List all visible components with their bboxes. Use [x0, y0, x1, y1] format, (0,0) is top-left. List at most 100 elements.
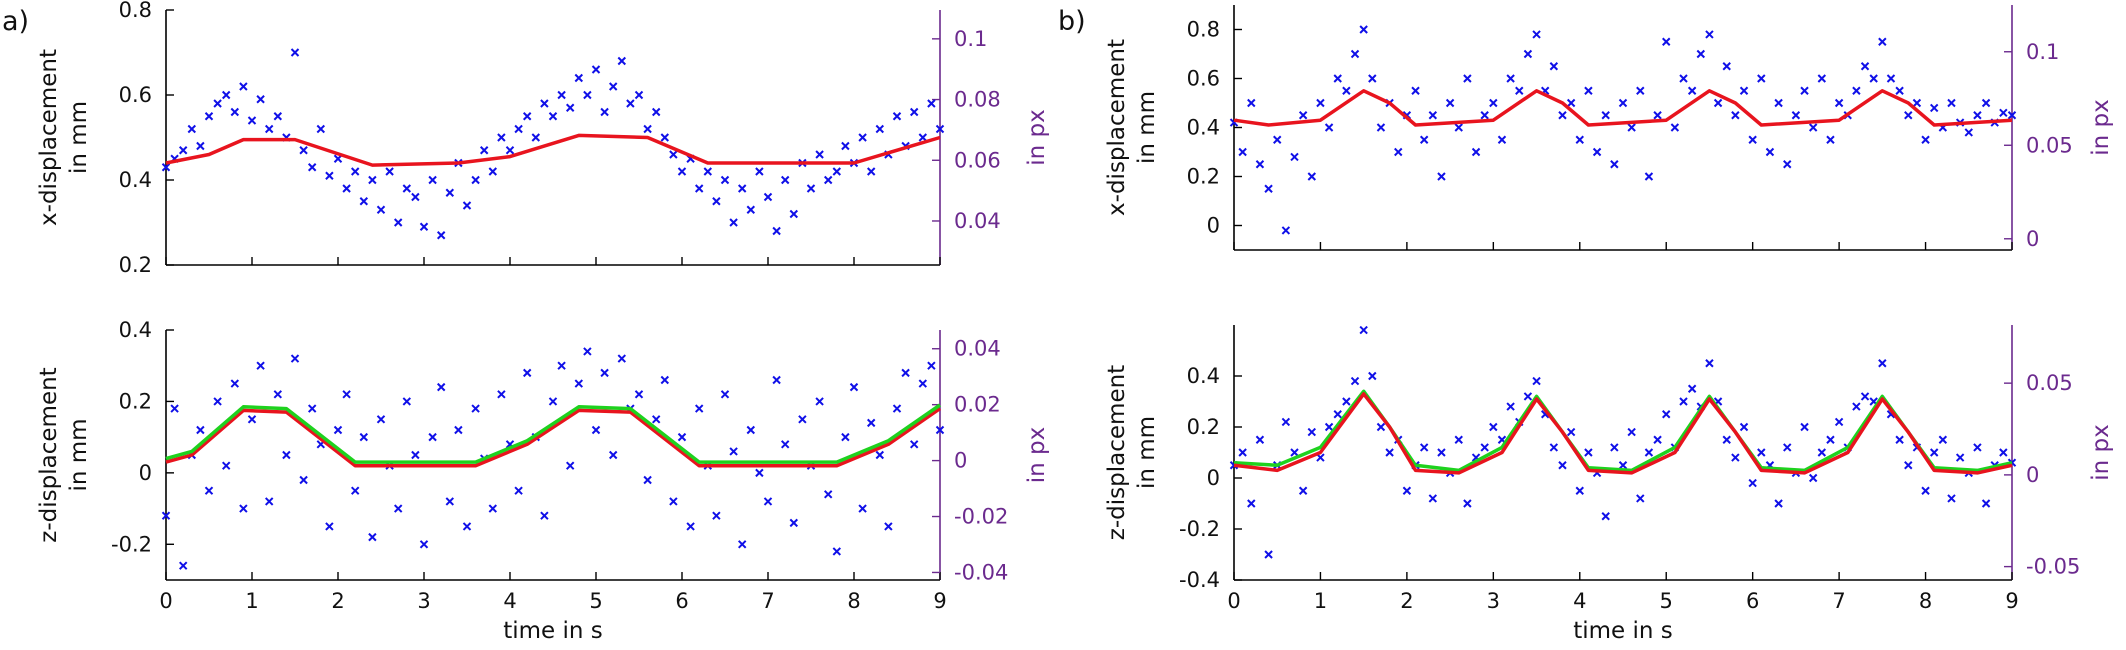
x-tick-label: 5 [589, 589, 602, 613]
scatter-point [841, 432, 850, 442]
scatter-point [1333, 74, 1342, 83]
scatter-point [1904, 111, 1913, 120]
scatter-point [1834, 417, 1844, 427]
plot-area: 0.2 0.4 0.6 0.8 0.04 0.06 0.08 0.1 x-displacemen… [36, 0, 2114, 644]
scatter-point [1826, 135, 1835, 144]
scatter-point [1860, 62, 1870, 71]
scatter-point [875, 124, 885, 134]
scatter-point [161, 511, 171, 520]
scatter-point [1549, 443, 1559, 452]
scatter-point [548, 112, 558, 121]
x-tick-label: 4 [1573, 589, 1586, 613]
scatter-point [204, 112, 214, 121]
scatter-point [256, 361, 265, 370]
scatter-point [1886, 74, 1896, 83]
scatter-point [1281, 226, 1291, 235]
scatter-point [1696, 49, 1706, 59]
scatter-point [1584, 448, 1593, 457]
scatter-point [1566, 427, 1576, 437]
scatter-point [1627, 427, 1636, 437]
scatter-point [1480, 111, 1489, 120]
scatter-point [1929, 103, 1939, 113]
scatter-point [178, 146, 188, 155]
scatter-point [1247, 98, 1256, 108]
scatter-point [1653, 111, 1662, 120]
x-tick-label: 2 [1400, 589, 1413, 613]
scatter-point [1601, 512, 1610, 521]
scatter-point [600, 107, 609, 117]
scatter-point [772, 226, 781, 236]
scatter-point [1800, 422, 1809, 432]
scatter-point [264, 497, 274, 506]
scatter-point [789, 518, 799, 528]
y-tick-label: 0.4 [1187, 364, 1220, 388]
y-axis-label-line: in mm [66, 418, 92, 491]
x-tick-label: 6 [1746, 589, 1759, 613]
scatter-point [161, 163, 171, 172]
scatter-point [479, 146, 489, 155]
scatter-point [677, 432, 687, 442]
scatter-point [1592, 147, 1602, 157]
scatter-point [574, 379, 584, 388]
scatter-point [230, 379, 240, 388]
scatter-point [376, 205, 386, 214]
scatter-point [1549, 62, 1559, 71]
scatter-point [1463, 499, 1472, 508]
y2-tick-label: 0 [2026, 463, 2039, 487]
scatter-point [221, 461, 231, 470]
scatter-point [866, 418, 876, 428]
scatter-point [1757, 74, 1766, 83]
scatter-point [2007, 111, 2017, 120]
scatter-point [436, 231, 446, 240]
scatter-point [1255, 435, 1265, 444]
scatter-point [282, 450, 291, 460]
scatter-point [591, 425, 601, 435]
scatter-point [737, 540, 747, 549]
scatter-point [402, 397, 412, 406]
x-tick-label: 8 [847, 589, 860, 613]
scatter-point [669, 150, 678, 159]
scatter-point [1445, 98, 1455, 108]
scatter-point [359, 432, 369, 442]
scatter-point [677, 167, 687, 176]
scatter-point [918, 133, 928, 142]
y2-axis-label: in px [1024, 427, 1050, 484]
scatter-point [1999, 108, 2008, 118]
scatter-point [780, 440, 790, 449]
scatter-point [1852, 86, 1861, 95]
y2-tick-label: 0.02 [954, 393, 1001, 417]
scatter-point [1981, 98, 1991, 108]
y-tick-label: 0.4 [119, 168, 152, 192]
scatter-point [703, 167, 713, 176]
scatter-point [849, 382, 859, 392]
scatter-point [729, 447, 738, 456]
scatter-point [1368, 371, 1377, 381]
panel-label-b: b) [1058, 6, 1086, 37]
scatter-point [273, 112, 283, 121]
scatter-point [1662, 410, 1671, 419]
scatter-point [1454, 435, 1463, 444]
scatter-point [411, 192, 420, 202]
y-tick-label: 0.2 [1187, 165, 1220, 189]
scatter-point [1523, 392, 1533, 401]
scatter-point [548, 397, 558, 406]
scatter-point [1644, 172, 1654, 181]
scatter-point [1731, 111, 1740, 120]
y-tick-label: 0.6 [1187, 67, 1220, 91]
scatter-point [1575, 486, 1584, 495]
scatter-point [600, 368, 609, 378]
scatter-point [565, 103, 575, 112]
y-tick-label: 0.8 [119, 0, 152, 22]
scatter-point [402, 184, 412, 193]
scatter-point [247, 415, 257, 424]
subplot-1: 0.2 0.4 0.6 0.8 0.04 0.06 0.08 0.1 x-displacemen… [36, 0, 1050, 277]
x-tick-label: 9 [933, 589, 946, 613]
scatter-point [239, 82, 248, 91]
scatter-point [462, 522, 472, 531]
scatter-point [1324, 123, 1334, 132]
scatter-point [798, 415, 807, 424]
scatter-point [514, 124, 523, 134]
scatter-point [1558, 111, 1567, 120]
scatter-point [1852, 402, 1861, 411]
